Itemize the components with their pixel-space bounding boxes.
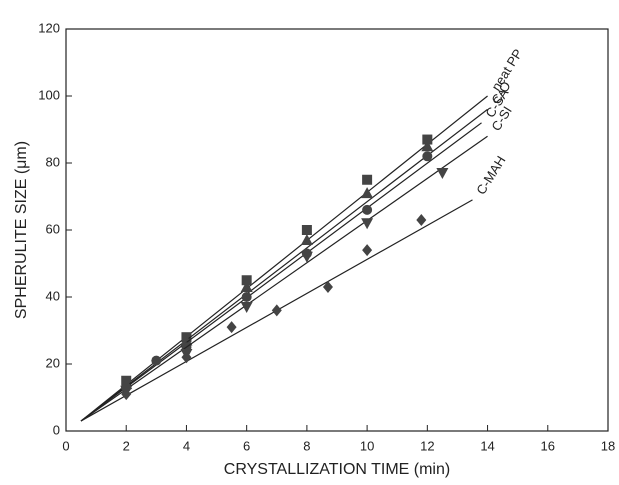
y-tick-label: 80 bbox=[46, 154, 60, 169]
marker bbox=[422, 151, 432, 161]
y-axis-label: SPHERULITE SIZE (μm) bbox=[13, 141, 30, 319]
marker bbox=[362, 244, 372, 256]
x-tick-label: 0 bbox=[62, 438, 69, 453]
marker bbox=[272, 304, 282, 316]
marker bbox=[362, 205, 372, 215]
x-tick-label: 8 bbox=[303, 438, 310, 453]
y-tick-label: 100 bbox=[38, 87, 60, 102]
y-tick-label: 60 bbox=[46, 221, 60, 236]
marker bbox=[302, 225, 312, 235]
y-tick-label: 0 bbox=[53, 422, 60, 437]
marker bbox=[362, 175, 372, 185]
y-tick-label: 20 bbox=[46, 355, 60, 370]
fit-line bbox=[81, 136, 488, 421]
marker bbox=[436, 168, 448, 179]
x-tick-label: 12 bbox=[420, 438, 434, 453]
y-tick-label: 120 bbox=[38, 20, 60, 35]
y-tick-label: 40 bbox=[46, 288, 60, 303]
series-label: C-MAH bbox=[473, 153, 508, 197]
fit-line bbox=[81, 123, 481, 421]
x-tick-label: 6 bbox=[243, 438, 250, 453]
marker bbox=[301, 252, 313, 263]
x-tick-label: 10 bbox=[360, 438, 374, 453]
marker bbox=[227, 321, 237, 333]
marker bbox=[416, 214, 426, 226]
marker bbox=[151, 356, 161, 366]
x-tick-label: 4 bbox=[183, 438, 190, 453]
x-tick-label: 14 bbox=[480, 438, 494, 453]
chart: CRYSTALLIZATION TIME (min) SPHERULITE SI… bbox=[0, 0, 619, 485]
x-tick-label: 16 bbox=[541, 438, 555, 453]
x-tick-label: 18 bbox=[601, 438, 615, 453]
marker bbox=[301, 234, 313, 245]
marker bbox=[323, 281, 333, 293]
marker bbox=[242, 292, 252, 302]
x-tick-label: 2 bbox=[123, 438, 130, 453]
x-axis-label: CRYSTALLIZATION TIME (min) bbox=[224, 461, 450, 478]
